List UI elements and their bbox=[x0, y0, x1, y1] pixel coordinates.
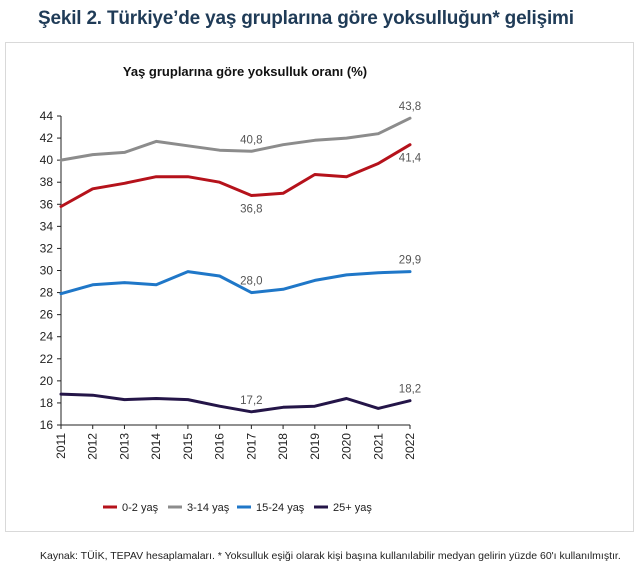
y-tick-label: 38 bbox=[40, 175, 54, 189]
data-label: 17,2 bbox=[240, 395, 262, 407]
legend: 0-2 yaş 3-14 yaş 15-24 yaş 25+ yaş bbox=[103, 502, 372, 514]
y-tick-label: 28 bbox=[40, 286, 54, 300]
data-label: 28,0 bbox=[240, 276, 262, 288]
y-tick-label: 44 bbox=[40, 109, 54, 123]
x-tick-label: 2017 bbox=[244, 433, 258, 460]
x-tick-label: 2022 bbox=[403, 433, 417, 460]
x-tick-label: 2016 bbox=[213, 433, 227, 460]
series-line bbox=[59, 116, 412, 162]
data-label: 18,2 bbox=[399, 384, 421, 396]
x-tick-label: 2021 bbox=[371, 433, 385, 460]
data-label: 43,8 bbox=[399, 101, 421, 113]
series-lines bbox=[59, 116, 412, 414]
source-note: Kaynak: TÜİK, TEPAV hesaplamaları. * Yok… bbox=[40, 550, 621, 562]
series-line bbox=[59, 392, 412, 414]
series-line bbox=[59, 270, 412, 296]
chart-title: Yaş gruplarına göre yoksulluk oranı (%) bbox=[123, 64, 367, 79]
y-tick-label: 34 bbox=[40, 219, 54, 233]
data-label: 29,9 bbox=[399, 255, 421, 267]
data-label: 36,8 bbox=[240, 203, 262, 215]
y-tick-label: 32 bbox=[40, 241, 54, 255]
y-tick-label: 40 bbox=[40, 153, 54, 167]
y-tick-label: 30 bbox=[40, 264, 54, 278]
x-tick-label: 2012 bbox=[86, 433, 100, 460]
chart-frame bbox=[5, 42, 634, 532]
y-tick-label: 16 bbox=[40, 418, 54, 432]
legend-label: 0-2 yaş bbox=[122, 502, 159, 514]
y-tick-label: 26 bbox=[40, 308, 54, 322]
x-tick-label: 2018 bbox=[276, 433, 290, 460]
figure-title: Şekil 2. Türkiye’de yaş gruplarına göre … bbox=[38, 8, 574, 29]
legend-label: 25+ yaş bbox=[333, 502, 372, 514]
x-tick-label: 2015 bbox=[181, 433, 195, 460]
line-chart: Yaş gruplarına göre yoksulluk oranı (%) … bbox=[40, 64, 422, 514]
data-labels: 40,8 43,8 36,8 41,4 28,0 29,9 17,2 18,2 bbox=[240, 101, 422, 407]
x-tick-label: 2020 bbox=[340, 433, 354, 460]
x-tick-label: 2013 bbox=[117, 433, 131, 460]
data-label: 40,8 bbox=[240, 134, 262, 146]
y-tick-label: 22 bbox=[40, 352, 54, 366]
x-tick-label: 2014 bbox=[149, 433, 163, 460]
x-tick-label: 2011 bbox=[54, 433, 68, 459]
y-tick-label: 36 bbox=[40, 197, 54, 211]
y-tick-label: 24 bbox=[40, 330, 54, 344]
series-line bbox=[59, 143, 412, 208]
y-tick-label: 20 bbox=[40, 374, 54, 388]
legend-label: 15-24 yaş bbox=[256, 502, 305, 514]
y-tick-label: 18 bbox=[40, 396, 54, 410]
data-label: 41,4 bbox=[399, 153, 422, 165]
legend-label: 3-14 yaş bbox=[187, 502, 230, 514]
x-tick-label: 2019 bbox=[308, 433, 322, 460]
y-tick-label: 42 bbox=[40, 131, 54, 145]
